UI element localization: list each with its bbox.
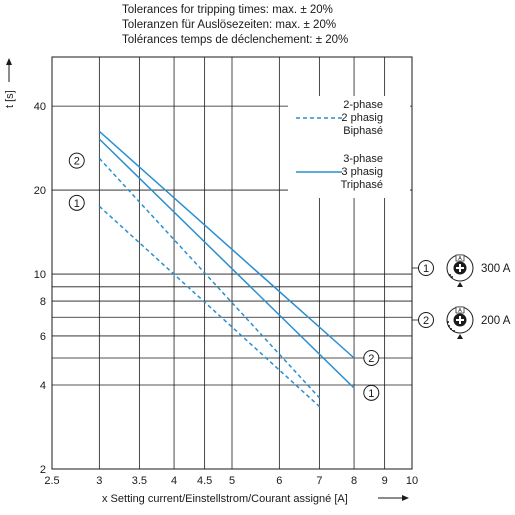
legend-entry-text: 2-phase <box>343 99 383 111</box>
curve-marker-2: 2 <box>68 152 85 169</box>
curve-dashed-1 <box>98 205 320 408</box>
x-tick-label: 6 <box>276 475 282 487</box>
setting-marker: 2 <box>418 312 434 328</box>
legend-entry-text: 2 phasig <box>341 112 383 124</box>
x-axis-arrow-head <box>402 495 409 501</box>
marker-circle <box>68 152 85 169</box>
y-tick-label: 2 <box>40 464 46 476</box>
y-tick-label: 8 <box>40 296 46 308</box>
x-tick-label: 3 <box>96 475 102 487</box>
legend-entry-text: 3 phasig <box>341 166 383 178</box>
y-tick-label: 6 <box>40 331 46 343</box>
curve-marker-2: 2 <box>363 350 380 367</box>
legend-entry-text: Triphasé <box>341 179 383 191</box>
y-axis-arrow-head <box>6 58 12 65</box>
marker-number: 2 <box>368 353 374 365</box>
x-tick-label: 4.5 <box>197 475 212 487</box>
legend-box <box>288 96 410 198</box>
curve-marker-1: 1 <box>68 194 85 211</box>
dial-dot <box>453 330 455 332</box>
setting-current-label: 200 A <box>481 315 511 327</box>
y-tick-label: 40 <box>34 101 46 113</box>
curve-marker-1: 1 <box>363 384 380 401</box>
marker-circle <box>418 260 434 276</box>
tolerance-french: Tolérances temps de déclenchement: ± 20% <box>122 34 349 46</box>
dial-window <box>455 306 465 314</box>
y-tick-label: 20 <box>34 185 46 197</box>
y-tick-label: 10 <box>34 269 46 281</box>
marker-circle <box>68 194 85 211</box>
dial-pointer <box>457 334 463 339</box>
marker-number: 1 <box>368 388 374 400</box>
marker-circle <box>418 312 434 328</box>
dial-cross <box>456 316 464 324</box>
setting-icon-1: 1 A 300 A <box>412 254 511 287</box>
setting-icon-2: 2 A 200 A <box>412 306 511 339</box>
dial-window-letter: A <box>458 256 462 262</box>
dial-dot <box>448 325 450 327</box>
marker-number: 2 <box>423 315 429 327</box>
marker-number: 2 <box>74 156 80 168</box>
marker-circle <box>363 384 380 401</box>
curve-solid-2 <box>98 130 355 359</box>
dial-window <box>455 254 465 262</box>
x-tick-label: 8 <box>351 475 357 487</box>
x-tick-label: 3.5 <box>132 475 147 487</box>
legend-entry-text: Biphasé <box>343 125 383 137</box>
x-tick-label: 4 <box>171 475 177 487</box>
y-axis-label: t [s] <box>4 90 16 108</box>
dial-dot <box>451 276 453 278</box>
setting-current-label: 300 A <box>481 263 511 275</box>
tolerance-german: Toleranzen für Auslösezeiten: max. ± 20% <box>122 19 337 31</box>
dial-dot <box>450 328 452 330</box>
x-axis-label: x Setting current/Einstellstrom/Courant … <box>102 493 348 505</box>
dial-cross <box>456 264 464 272</box>
x-tick-label: 7 <box>316 475 322 487</box>
marker-number: 1 <box>74 198 80 210</box>
curve-solid-1 <box>98 138 355 389</box>
dial-pointer <box>457 282 463 287</box>
tolerance-english: Tolerances for tripping times: max. ± 20… <box>122 4 333 16</box>
marker-circle <box>363 350 380 367</box>
x-tick-label: 10 <box>406 475 418 487</box>
dial-dot <box>449 274 451 276</box>
y-tick-label: 4 <box>40 380 46 392</box>
x-tick-label: 5 <box>229 475 235 487</box>
x-tick-label: 2.5 <box>44 475 59 487</box>
marker-number: 1 <box>423 263 429 275</box>
curve-dashed-2 <box>98 157 320 399</box>
setting-marker: 1 <box>418 260 434 276</box>
dial-window-letter: A <box>458 308 462 314</box>
dial-dot <box>447 321 449 323</box>
x-tick-label: 9 <box>382 475 388 487</box>
legend-entry-text: 3-phase <box>343 153 383 165</box>
